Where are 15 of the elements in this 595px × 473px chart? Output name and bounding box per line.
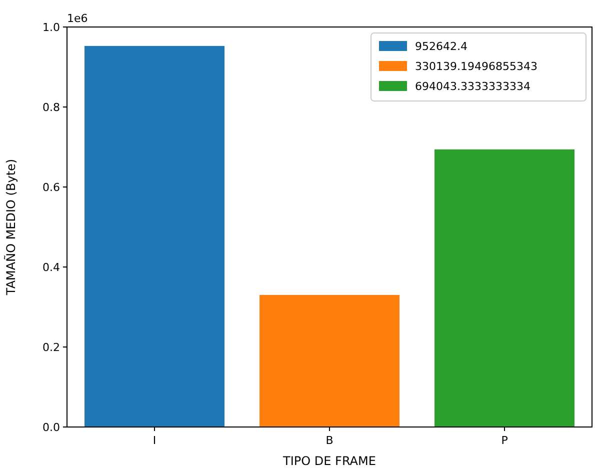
x-axis-title: TIPO DE FRAME xyxy=(282,454,376,468)
x-tick-label: I xyxy=(152,434,156,447)
y-axis-title: TAMAÑO MEDIO (Byte) xyxy=(3,158,18,296)
y-tick-label: 0.4 xyxy=(42,260,60,274)
y-tick-label: 1.0 xyxy=(42,20,60,34)
y-tick-label: 0.2 xyxy=(42,340,60,354)
legend-label: 694043.3333333334 xyxy=(415,80,530,93)
x-tick-label: P xyxy=(501,434,508,447)
x-tick-label: B xyxy=(326,434,334,447)
y-tick-label: 0.6 xyxy=(42,180,60,194)
y-tick-label: 0.0 xyxy=(42,420,60,434)
y-tick-label: 0.8 xyxy=(42,100,60,114)
legend-label: 952642.4 xyxy=(415,40,468,53)
text: 1e6 xyxy=(67,12,88,25)
legend-label: 330139.19496855343 xyxy=(415,60,538,73)
